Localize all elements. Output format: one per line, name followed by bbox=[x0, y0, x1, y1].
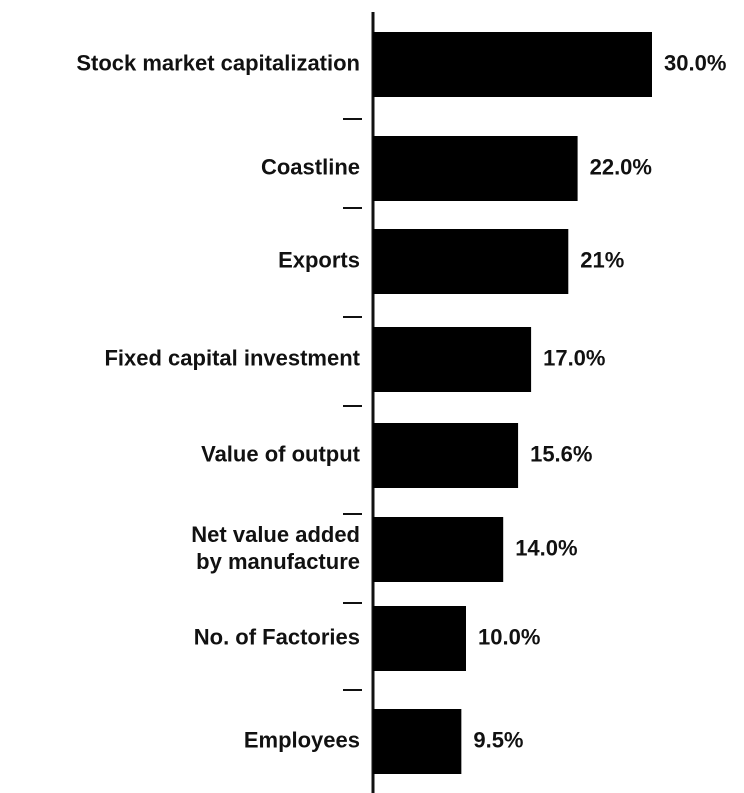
bar bbox=[373, 423, 519, 488]
value-label: 15.6% bbox=[530, 441, 592, 466]
bar bbox=[373, 517, 504, 582]
bar bbox=[373, 709, 462, 774]
value-label: 14.0% bbox=[515, 535, 577, 560]
value-label: 30.0% bbox=[664, 50, 726, 75]
category-label: Net value added by manufacture bbox=[191, 522, 360, 574]
category-label: Stock market capitalization bbox=[76, 50, 360, 75]
category-label: No. of Factories bbox=[194, 624, 360, 649]
value-label: 10.0% bbox=[478, 624, 540, 649]
category-label: Employees bbox=[244, 727, 360, 752]
category-label: Fixed capital investment bbox=[104, 345, 360, 370]
value-label: 9.5% bbox=[473, 727, 523, 752]
bar bbox=[373, 606, 466, 671]
value-label: 17.0% bbox=[543, 345, 605, 370]
value-label: 22.0% bbox=[590, 154, 652, 179]
category-label: Value of output bbox=[201, 441, 361, 466]
bar bbox=[373, 229, 569, 294]
bar bbox=[373, 32, 652, 97]
value-label: 21% bbox=[580, 247, 624, 272]
bar bbox=[373, 327, 532, 392]
category-label: Exports bbox=[278, 247, 360, 272]
category-label: Coastline bbox=[261, 154, 360, 179]
bar bbox=[373, 136, 578, 201]
